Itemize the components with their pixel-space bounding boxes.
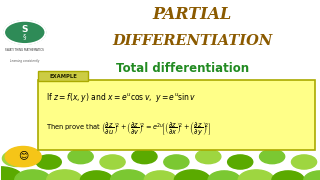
Circle shape bbox=[174, 170, 210, 180]
Circle shape bbox=[144, 171, 177, 180]
Circle shape bbox=[238, 170, 274, 180]
Circle shape bbox=[68, 150, 93, 164]
Circle shape bbox=[228, 155, 253, 169]
Circle shape bbox=[260, 150, 285, 164]
Text: §: § bbox=[23, 33, 27, 39]
Text: DIFFERENTIATION: DIFFERENTIATION bbox=[112, 34, 272, 48]
FancyBboxPatch shape bbox=[38, 71, 88, 81]
FancyBboxPatch shape bbox=[37, 80, 315, 150]
Text: S: S bbox=[21, 25, 28, 34]
Circle shape bbox=[5, 147, 41, 167]
Text: EXAMPLE: EXAMPLE bbox=[49, 74, 77, 78]
Text: Total differentiation: Total differentiation bbox=[116, 62, 249, 75]
Circle shape bbox=[0, 167, 24, 180]
Text: Learning consistently: Learning consistently bbox=[10, 59, 39, 63]
Circle shape bbox=[272, 171, 304, 180]
Circle shape bbox=[15, 170, 51, 180]
Text: SWATI THING MATHEMATICS: SWATI THING MATHEMATICS bbox=[5, 48, 44, 52]
Circle shape bbox=[304, 171, 320, 180]
Circle shape bbox=[110, 170, 147, 180]
Circle shape bbox=[47, 170, 83, 180]
Text: 😊: 😊 bbox=[18, 151, 28, 161]
Circle shape bbox=[164, 155, 189, 169]
Circle shape bbox=[196, 150, 221, 164]
Circle shape bbox=[36, 155, 61, 169]
Circle shape bbox=[80, 171, 113, 180]
Circle shape bbox=[4, 21, 45, 44]
Circle shape bbox=[100, 155, 125, 169]
Text: Then prove that $\left(\dfrac{\partial z}{\partial u}\right)^{\!\!2}+ \left(\dfr: Then prove that $\left(\dfrac{\partial z… bbox=[45, 121, 211, 138]
Circle shape bbox=[3, 150, 31, 166]
Circle shape bbox=[132, 150, 157, 164]
Circle shape bbox=[208, 171, 240, 180]
Text: If $z = f(x,y)$ and $x = e^u\cos v,\ y = e^u\sin v$: If $z = f(x,y)$ and $x = e^u\cos v,\ y =… bbox=[45, 91, 196, 104]
Circle shape bbox=[292, 155, 316, 169]
Text: PARTIAL: PARTIAL bbox=[153, 6, 232, 23]
